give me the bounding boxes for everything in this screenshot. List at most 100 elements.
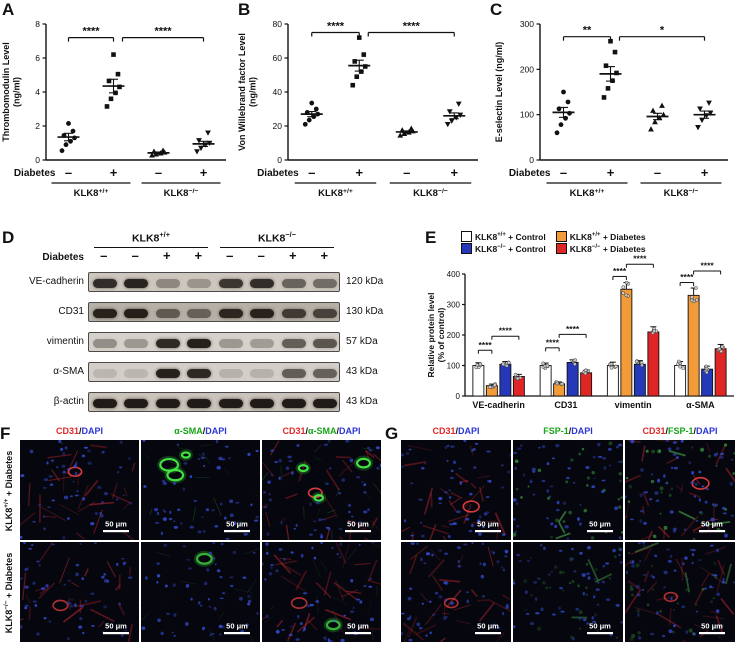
y-tick-label: 20 (273, 121, 283, 131)
bar-group (500, 361, 511, 396)
protein-band (219, 279, 243, 288)
data-point (695, 125, 701, 130)
diabetes-sign: + (607, 165, 615, 180)
protein-band (313, 279, 337, 288)
data-point (64, 142, 69, 147)
data-point (408, 126, 414, 131)
stain-column-header: FSP-1/DAPI (513, 425, 623, 437)
protein-band (250, 399, 274, 408)
data-point (354, 74, 359, 79)
data-point (604, 63, 609, 68)
bar-data-point (556, 382, 559, 385)
bar-data-point (653, 329, 656, 332)
blot-strip (88, 272, 340, 292)
data-point (555, 130, 560, 135)
y-tick-label: 6 (35, 53, 40, 63)
x-axis-row-label: Diabetes (14, 168, 56, 179)
protein-label: α-SMA (0, 366, 84, 377)
category-label: CD31 (554, 400, 577, 410)
y-axis-title: Relative protein level (426, 292, 436, 377)
data-point (648, 126, 654, 131)
protein-band (219, 339, 243, 348)
legend-swatch (461, 231, 472, 242)
protein-band (187, 369, 211, 378)
protein-band (282, 279, 306, 288)
bar-group (473, 363, 484, 396)
category-label: vimentin (615, 400, 652, 410)
protein-band (124, 399, 148, 408)
bar-group (607, 362, 618, 396)
protein-band (187, 399, 211, 408)
stain-column-header: CD31/α-SMA/DAPI (262, 425, 381, 437)
scale-bar (345, 530, 371, 532)
bar (648, 332, 659, 396)
y-tick-label: 60 (273, 53, 283, 63)
legend-label: KLK8−/− + Control (475, 244, 546, 254)
lane-sign: – (127, 248, 143, 263)
significance-bracket: **** (312, 21, 360, 37)
bar-data-point (695, 298, 698, 301)
bar-data-point (574, 359, 577, 362)
legend-item: KLK8−/− + Control (461, 243, 546, 254)
scale-bar-label: 50 μm (105, 520, 127, 529)
bar (581, 373, 592, 396)
lane-sign: – (222, 248, 238, 263)
data-group (193, 131, 215, 155)
legend-label: KLK8+/+ + Diabetes (570, 232, 646, 242)
protein-label: VE-cadherin (0, 276, 84, 287)
data-point (303, 122, 308, 127)
bar-data-point (542, 362, 545, 365)
data-point (309, 101, 314, 106)
y-tick-label: 200 (447, 331, 461, 340)
data-point (559, 122, 564, 127)
y-axis-title: Thrombomodulin Level (1, 42, 11, 142)
scale-bar (345, 632, 371, 634)
protein-band (219, 309, 243, 318)
data-group (443, 102, 465, 128)
bar-data-point (584, 372, 587, 375)
protein-band (93, 309, 117, 318)
protein-band (187, 279, 211, 288)
data-point (659, 103, 665, 108)
protein-band (187, 339, 211, 348)
legend-label: KLK8−/− + Diabetes (570, 244, 646, 254)
blot-strip (88, 332, 340, 352)
bar-group (702, 365, 713, 396)
x-axis-row-label: Diabetes (257, 168, 299, 179)
data-group (103, 52, 125, 108)
data-group (647, 103, 669, 132)
bar-group (621, 281, 632, 396)
significance-bracket: **** (368, 21, 454, 37)
protein-band (93, 399, 117, 408)
significance-bracket: **** (69, 26, 114, 42)
y-tick-label: 300 (447, 300, 461, 309)
micrograph-image: 50 μm (20, 542, 139, 642)
bar (688, 295, 699, 396)
significance-label: **** (701, 260, 715, 270)
category-label: α-SMA (686, 400, 715, 410)
scale-bar (699, 632, 725, 634)
bar-group (581, 369, 592, 396)
legend-item: KLK8+/+ + Diabetes (556, 231, 646, 242)
significance-label: * (660, 25, 665, 37)
scale-bar (587, 632, 613, 634)
scale-bar-label: 50 μm (226, 520, 248, 529)
scale-bar (224, 632, 250, 634)
protein-band (124, 279, 148, 288)
bar-data-point (625, 294, 628, 297)
significance-label: **** (633, 254, 647, 264)
micrograph-image: 50 μm (20, 440, 139, 540)
data-group (148, 147, 170, 157)
diabetes-sign: + (355, 165, 363, 180)
bar (554, 384, 565, 396)
scale-bar-label: 50 μm (477, 520, 499, 529)
legend-swatch (556, 243, 567, 254)
y-tick-label: 2 (35, 121, 40, 131)
bar-group (634, 360, 645, 396)
protein-band (282, 339, 306, 348)
scale-bar-label: 50 μm (105, 622, 127, 631)
